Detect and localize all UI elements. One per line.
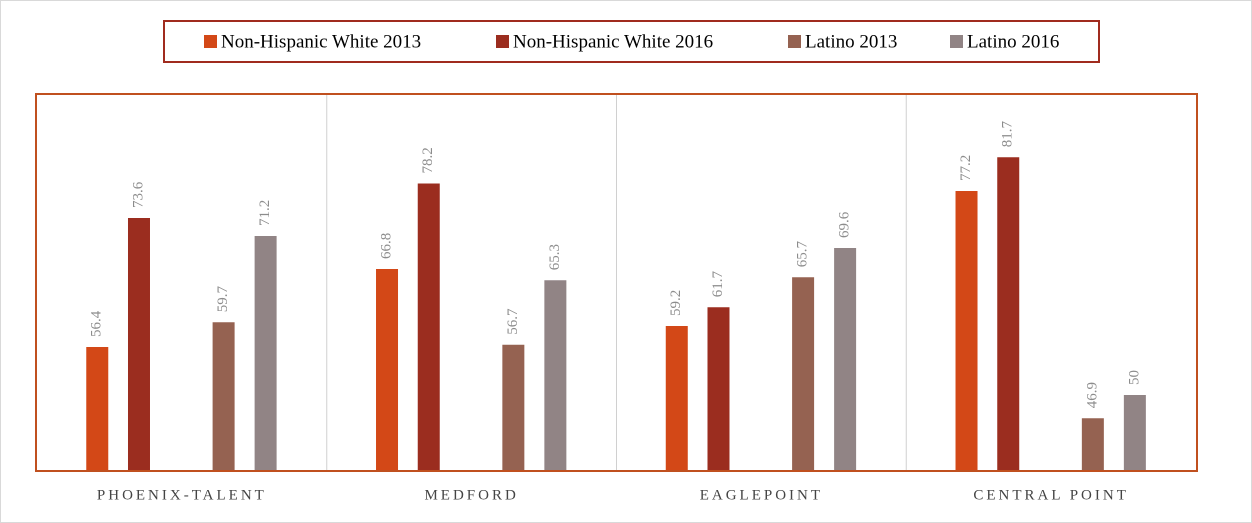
value-label: 81.7 [1000,121,1016,148]
value-label: 77.2 [958,155,974,181]
value-label: 73.6 [130,181,146,208]
legend-box [163,20,1100,63]
value-label: 66.8 [378,233,394,259]
bar [254,236,277,470]
legend-swatch [788,35,801,48]
bar [127,218,150,470]
value-label: 71.2 [257,200,273,226]
legend-swatch [496,35,509,48]
legend-label: Non-Hispanic White 2016 [513,31,713,52]
plot-area [35,93,1198,472]
bar [376,269,399,470]
bar [1081,418,1104,470]
legend-label: Latino 2013 [805,31,897,52]
legend-swatch [204,35,217,48]
bar [1123,395,1146,470]
bar [212,322,235,470]
bar [417,183,440,470]
value-label: 65.3 [547,244,563,270]
bar [834,248,857,470]
bar [502,344,525,470]
value-label: 50 [1126,370,1142,385]
value-label: 56.7 [505,308,521,335]
x-tick-label: MEDFORD [424,487,518,503]
bar [86,347,109,470]
x-tick-label: PHOENIX-TALENT [97,487,267,503]
legend-label: Non-Hispanic White 2013 [221,31,421,52]
value-label: 59.2 [668,290,684,316]
value-label: 78.2 [420,147,436,173]
bar [665,326,688,470]
legend-label: Latino 2016 [967,31,1059,52]
bar [955,191,978,470]
value-label: 69.6 [837,211,853,238]
value-label: 59.7 [215,286,231,313]
value-label: 65.7 [795,241,811,268]
bar [707,307,730,470]
value-label: 46.9 [1084,382,1100,408]
x-tick-label: CENTRAL POINT [973,487,1129,503]
value-label: 61.7 [710,271,726,298]
x-tick-label: EAGLEPOINT [700,487,823,503]
bar [792,277,815,470]
legend-swatch [950,35,963,48]
bar [544,280,567,470]
bar [997,157,1020,470]
value-label: 56.4 [89,310,105,337]
